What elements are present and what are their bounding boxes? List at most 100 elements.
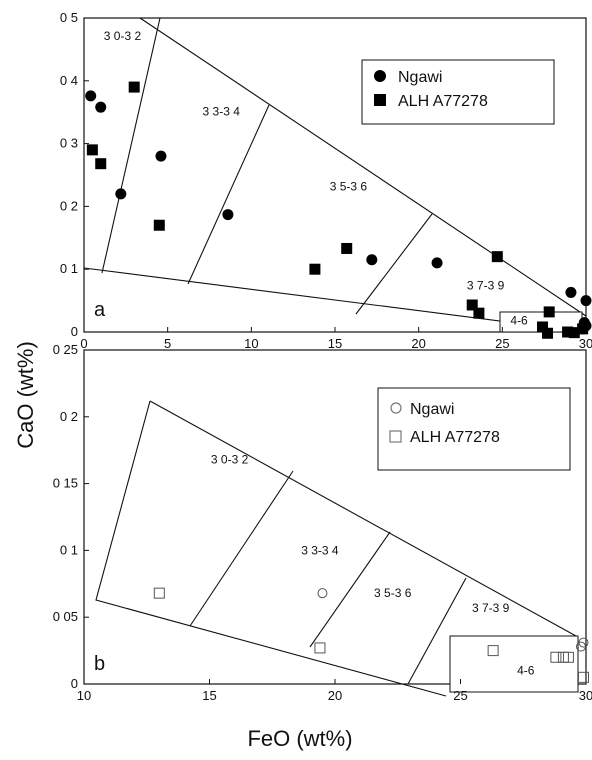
x-tick-label: 30	[579, 336, 592, 351]
y-tick-label: 0 15	[53, 476, 78, 491]
alh-point	[473, 307, 485, 319]
region-label: 3 3-3 4	[301, 543, 339, 557]
x-axis-title: FeO (wt%)	[247, 726, 352, 751]
y-tick-label: 0 5	[60, 10, 78, 25]
alh-point	[95, 158, 107, 170]
panel-a: 0 5 10 15 20 25 30 0 0 1 0 2 0 3 0 4 0 5 3 0-3 2 3 3-…	[60, 10, 592, 351]
alh-point	[577, 323, 589, 335]
panel-a-letter: a	[94, 299, 106, 321]
alh-point	[128, 81, 140, 93]
legend-label-alh: ALH A77278	[398, 93, 488, 110]
panel-b-regions	[95, 400, 579, 697]
panel-b-letter: b	[94, 653, 105, 675]
alh-point	[536, 321, 548, 333]
x-tick-label: 20	[411, 336, 425, 351]
alh-point	[550, 651, 562, 663]
upper-boundary-line	[139, 17, 587, 317]
region-label: 3 7-3 9	[472, 601, 510, 615]
alh-point	[309, 263, 321, 275]
legend-open-square-marker	[389, 430, 402, 443]
ngawi-point	[366, 254, 378, 266]
alh-point	[543, 306, 555, 318]
legend-box	[377, 387, 571, 471]
y-tick-label: 0	[71, 324, 78, 339]
region-label: 4-6	[517, 664, 535, 678]
x-tick-label: 10	[77, 688, 91, 703]
legend-circle-marker	[374, 70, 386, 82]
alh-point	[562, 651, 574, 663]
inset-box-4-6	[449, 635, 579, 693]
x-tick-label: 20	[328, 688, 342, 703]
ngawi-point	[580, 295, 592, 307]
y-tick-label: 0 3	[60, 136, 78, 151]
region-label: 3 3-3 4	[203, 104, 241, 118]
divider-line	[187, 104, 270, 285]
y-tick-label: 0 2	[60, 409, 78, 424]
y-tick-label: 0	[71, 676, 78, 691]
alh-point	[487, 645, 499, 657]
alh-point	[542, 327, 554, 339]
alh-point	[491, 251, 503, 263]
y-tick-label: 0 2	[60, 198, 78, 213]
alh-point	[466, 299, 478, 311]
alh-point	[562, 326, 574, 338]
divider-line	[407, 577, 467, 685]
y-axis-title: CaO (wt%)	[13, 341, 38, 449]
y-tick-label: 0 1	[60, 542, 78, 557]
panel-b-points	[153, 587, 589, 683]
panel-a-legend: Ngawi ALH A77278	[361, 59, 555, 125]
legend-label-alh: ALH A77278	[410, 429, 500, 446]
region-label: 3 7-3 9	[467, 278, 505, 292]
x-tick-label: 15	[202, 688, 216, 703]
y-tick-label: 0 25	[53, 342, 78, 357]
ngawi-point	[222, 209, 234, 221]
region-label: 3 5-3 6	[330, 180, 368, 194]
y-tick-label: 0 05	[53, 609, 78, 624]
upper-boundary-line	[149, 400, 577, 637]
x-tick-label: 25	[453, 688, 467, 703]
ngawi-point	[317, 588, 328, 599]
ngawi-point	[431, 257, 443, 269]
panel-a-points	[85, 81, 592, 339]
alh-point	[153, 219, 165, 231]
alh-point	[86, 144, 98, 156]
legend-square-marker	[374, 94, 386, 106]
ngawi-point	[575, 641, 586, 652]
alh-point	[153, 587, 165, 599]
x-tick-label: 0	[80, 336, 87, 351]
ngawi-point	[155, 150, 167, 162]
divider-line	[355, 213, 433, 315]
alh-point	[341, 242, 353, 254]
legend-open-circle-marker	[390, 402, 402, 414]
region-label: 3 5-3 6	[374, 586, 412, 600]
ngawi-point	[115, 188, 127, 200]
ngawi-point	[85, 90, 97, 102]
alh-point	[568, 327, 580, 339]
legend-label-ngawi: Ngawi	[398, 69, 442, 86]
legend-box	[361, 59, 555, 125]
x-tick-label: 25	[495, 336, 509, 351]
panel-b-region-labels: 3 0-3 2 3 3-3 4 3 5-3 6 3 7-3 9 4-6	[211, 453, 535, 678]
alh-point	[577, 671, 589, 683]
region-label: 3 0-3 2	[104, 29, 142, 43]
panel-b-legend: Ngawi ALH A77278	[377, 387, 571, 471]
x-tick-label: 15	[328, 336, 342, 351]
panel-b-ticks: 10 15 20 25 30 0 0 05 0 1 0 15 0 2 0 25	[53, 342, 592, 703]
x-tick-label: 30	[579, 688, 592, 703]
ngawi-point	[95, 101, 107, 113]
x-tick-label: 10	[244, 336, 258, 351]
region-label: 3 0-3 2	[211, 453, 249, 467]
divider-line	[309, 531, 391, 648]
region-label: 4-6	[510, 313, 528, 327]
legend-label-ngawi: Ngawi	[410, 401, 454, 418]
y-tick-label: 0 4	[60, 73, 78, 88]
alh-point	[314, 642, 326, 654]
ngawi-point	[565, 286, 577, 298]
divider-line	[189, 470, 294, 627]
x-tick-label: 5	[164, 336, 171, 351]
y-tick-label: 0 1	[60, 261, 78, 276]
divider-line	[101, 17, 161, 274]
outline-line	[95, 400, 447, 697]
panel-b: 10 15 20 25 30 0 0 05 0 1 0 15 0 2 0 25 3 0-3 2 3 3…	[53, 342, 592, 703]
